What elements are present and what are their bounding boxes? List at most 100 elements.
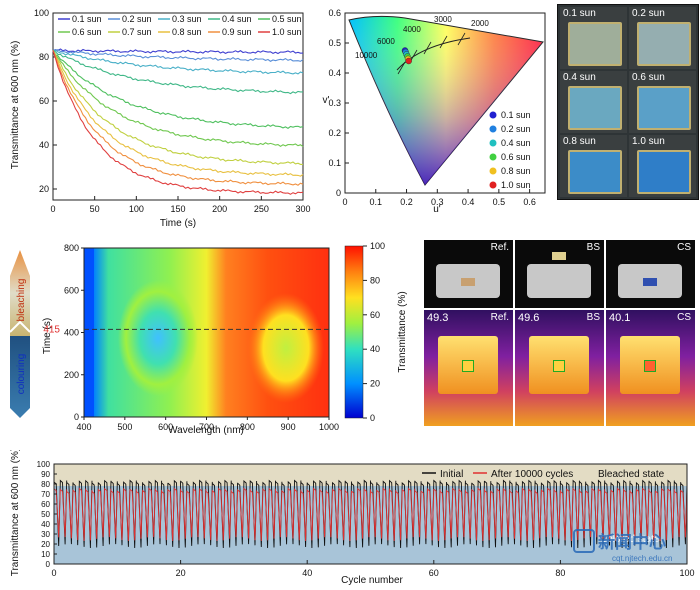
x-tick-label: 600 xyxy=(158,422,173,432)
x-tick-label: 100 xyxy=(129,204,144,214)
colorbar-label: Transmittance (%) xyxy=(397,291,408,372)
sun-photo: 0.8 sun xyxy=(560,135,627,197)
legend-label: 0.8 sun xyxy=(501,166,531,176)
sample-chip xyxy=(461,278,475,286)
y-tick-label: 0.3 xyxy=(328,98,341,108)
x-tick-label: 60 xyxy=(429,568,439,578)
bleached-label: Bleached state xyxy=(598,469,665,480)
sun-photo: 0.1 sun xyxy=(560,7,627,69)
thermal-center xyxy=(644,360,656,372)
visible-photo: BS xyxy=(515,240,604,308)
legend-dot xyxy=(489,125,497,133)
x-tick-label: 0.6 xyxy=(523,197,536,207)
device-sample xyxy=(568,150,622,194)
thermal-photo: 49.3 Ref. xyxy=(424,310,513,426)
y-tick-label: 50 xyxy=(41,510,50,519)
sun-photo-label: 0.2 sun xyxy=(632,8,665,19)
x-tick-label: 200 xyxy=(212,204,227,214)
y-tick-label: 70 xyxy=(41,490,50,499)
thermal-label: BS xyxy=(586,312,600,323)
legend-label: 1.0 sun xyxy=(501,180,531,190)
cycling-legend: Initial After 10000 cycles Bleached stat… xyxy=(422,469,665,480)
series-line-0-1-sun xyxy=(52,48,304,55)
series-line-0-4-sun xyxy=(52,49,303,95)
thermal-photo: 49.6 BS xyxy=(515,310,604,426)
y-tick-label: 20 xyxy=(39,184,49,194)
x-tick-label: 400 xyxy=(76,422,91,432)
cycling-series-line xyxy=(53,487,688,542)
series-line-0-3-sun xyxy=(52,49,304,75)
y-tick-label: 100 xyxy=(34,8,49,18)
cct-label: 3000 xyxy=(434,15,452,24)
legend-label: 0.3 sun xyxy=(172,14,202,24)
cct-tick xyxy=(457,32,466,46)
legend-label: 0.4 sun xyxy=(501,138,531,148)
y-tick-label: 60 xyxy=(41,500,50,509)
legend-label: 0.5 sun xyxy=(272,14,302,24)
y-axis-label-p2: v' xyxy=(323,95,330,106)
sun-photo: 0.4 sun xyxy=(560,71,627,133)
x-tick-label: 0.4 xyxy=(462,197,475,207)
colouring-label: colouring xyxy=(16,354,27,395)
y-tick-label: 80 xyxy=(39,52,49,62)
x-tick-label: 20 xyxy=(176,568,186,578)
sun-photo-label: 0.4 sun xyxy=(563,72,596,83)
cbar-tick-label: 100 xyxy=(370,241,385,251)
y-tick-label: 0.4 xyxy=(328,68,341,78)
thermal-photo: 40.1 CS xyxy=(606,310,695,426)
y-tick-label: 600 xyxy=(64,285,79,295)
y-axis-label-p6: Transmittance at 600 nm (%) xyxy=(10,450,21,576)
legend-initial: Initial xyxy=(440,469,463,480)
sun-photo-label: 0.1 sun xyxy=(563,8,596,19)
sun-photo: 0.2 sun xyxy=(629,7,696,69)
y-tick-label: 0 xyxy=(336,188,341,198)
thermal-temp: 40.1 xyxy=(609,312,631,324)
y-tick-label: 10 xyxy=(41,550,50,559)
device-sample xyxy=(637,86,691,130)
cct-label: 6000 xyxy=(377,37,395,46)
y-tick-label: 200 xyxy=(64,370,79,380)
marker-label: 415 xyxy=(43,324,60,335)
series-line-0-8-sun xyxy=(52,50,304,177)
x-tick-label: 100 xyxy=(679,568,694,578)
x-tick-label: 1000 xyxy=(319,422,339,432)
sun-photo-label: 1.0 sun xyxy=(632,136,665,147)
photo-panel-thermal: Ref. BS CS 49.3 Ref. 49.6 BS 40.1 CS xyxy=(424,240,696,426)
legend-label: 0.7 sun xyxy=(122,27,152,37)
thermal-center xyxy=(553,360,565,372)
sample-chip xyxy=(552,252,566,260)
cct-tick xyxy=(397,61,406,75)
sun-photo-grid: 0.1 sun 0.2 sun 0.4 sun 0.6 sun 0.8 sun 1.0 s… xyxy=(557,4,699,200)
x-tick-label: 50 xyxy=(90,204,100,214)
y-tick-label: 30 xyxy=(41,530,50,539)
cbar-tick-label: 60 xyxy=(370,310,380,320)
y-tick-label: 800 xyxy=(64,243,79,253)
state-arrow xyxy=(9,250,31,418)
x-axis-label-p6: Cycle number xyxy=(341,575,403,586)
thermal-center xyxy=(462,360,474,372)
x-tick-label: 800 xyxy=(240,422,255,432)
cycling-chart: Transmittance at 600 nm (%) Cycle number… xyxy=(10,450,695,586)
legend-dot xyxy=(489,153,497,161)
x-tick-label: 300 xyxy=(295,204,310,214)
series-line-0-9-sun xyxy=(52,50,304,186)
chromaticity-point xyxy=(405,57,412,65)
thermal-temp: 49.3 xyxy=(427,312,449,324)
watermark-main: 新闻中心 xyxy=(598,532,666,552)
cct-label: 2000 xyxy=(471,19,489,28)
cct-tick xyxy=(439,35,448,49)
y-tick-label: 0 xyxy=(46,560,51,569)
y-axis-label-p4: Time (s) xyxy=(42,318,53,354)
x-tick-label: 0 xyxy=(51,568,56,578)
legend-label: 0.1 sun xyxy=(501,110,531,120)
x-tick-label: 40 xyxy=(302,568,312,578)
y-tick-label: 60 xyxy=(39,96,49,106)
y-tick-label: 40 xyxy=(41,520,50,529)
visible-photo-label: BS xyxy=(586,242,600,253)
series-line-0-7-sun xyxy=(52,50,303,165)
visible-photo: CS xyxy=(606,240,695,308)
legend-label: 0.4 sun xyxy=(222,14,252,24)
thermal-label: Ref. xyxy=(490,312,509,323)
legend-label: 0.9 sun xyxy=(222,27,252,37)
legend-after: After 10000 cycles xyxy=(491,469,573,480)
